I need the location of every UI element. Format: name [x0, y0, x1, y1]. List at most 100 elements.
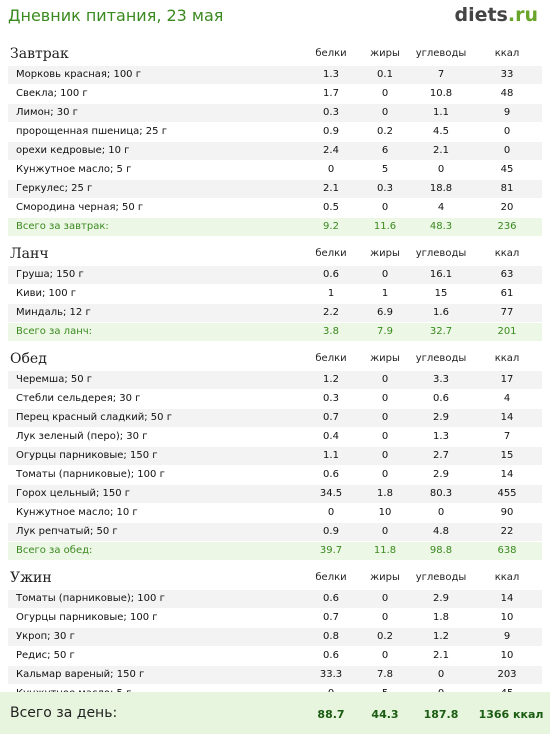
food-row: Кальмар вареный; 150 г 33.3 7.8 0 203 [8, 666, 542, 685]
food-row: Геркулес; 25 г 2.1 0.3 18.8 81 [8, 180, 542, 199]
food-kcal: 14 [500, 593, 514, 604]
food-name: Стебли сельдерея; 30 г [16, 393, 141, 404]
food-protein: 1.7 [323, 88, 339, 99]
food-kcal: 77 [500, 307, 514, 318]
food-name: Лук репчатый; 50 г [16, 526, 118, 537]
meal-total-label: Всего за обед: [16, 545, 93, 556]
food-row: Лимон; 30 г 0.3 0 1.1 9 [8, 104, 542, 123]
food-fat: 0.3 [377, 183, 393, 194]
food-carbs: 1.2 [433, 631, 449, 642]
food-row: Укроп; 30 г 0.8 0.2 1.2 9 [8, 628, 542, 647]
meal-header: Ланч белки жиры углеводы ккал [0, 240, 550, 266]
food-fat: 6 [381, 145, 389, 156]
meal-header: Ужин белки жиры углеводы ккал [0, 564, 550, 590]
food-kcal: 14 [500, 469, 514, 480]
food-kcal: 22 [500, 526, 514, 537]
food-carbs: 7 [437, 69, 445, 80]
food-protein: 33.3 [319, 669, 343, 680]
food-row: Черемша; 50 г 1.2 0 3.3 17 [8, 371, 542, 390]
food-name: Свекла; 100 г [16, 88, 88, 99]
food-protein: 0.7 [323, 412, 339, 423]
food-protein: 0.4 [323, 431, 339, 442]
food-fat: 0 [381, 202, 389, 213]
food-carbs: 1.8 [433, 612, 449, 623]
food-row: Кунжутное масло; 10 г 0 10 0 90 [8, 504, 542, 523]
food-carbs: 0 [437, 507, 445, 518]
food-carbs: 1.1 [433, 107, 449, 118]
food-carbs: 0 [437, 164, 445, 175]
food-fat: 5 [381, 164, 389, 175]
food-kcal: 61 [500, 288, 514, 299]
food-fat: 0 [381, 612, 389, 623]
food-kcal: 81 [500, 183, 514, 194]
column-header-protein: белки [315, 572, 347, 583]
food-protein: 0.6 [323, 650, 339, 661]
logo-dot: . [507, 4, 516, 26]
meal-total-fat: 11.6 [373, 221, 397, 232]
food-fat: 6.9 [377, 307, 393, 318]
column-header-kcal: ккал [494, 248, 520, 259]
logo-main: diets [454, 4, 508, 26]
food-kcal: 48 [500, 88, 514, 99]
food-fat: 1.8 [377, 488, 393, 499]
food-protein: 2.4 [323, 145, 339, 156]
food-fat: 0 [381, 88, 389, 99]
food-kcal: 0 [503, 145, 511, 156]
food-fat: 0 [381, 374, 389, 385]
food-protein: 0.6 [323, 269, 339, 280]
food-fat: 0 [381, 431, 389, 442]
food-protein: 1.1 [323, 450, 339, 461]
food-fat: 0.1 [377, 69, 393, 80]
meal-title: Завтрак [10, 46, 69, 62]
meal-total-carbs: 32.7 [429, 326, 453, 337]
food-name: Томаты (парниковые); 100 г [16, 469, 165, 480]
food-fat: 0 [381, 393, 389, 404]
food-kcal: 63 [500, 269, 514, 280]
food-fat: 0 [381, 469, 389, 480]
food-fat: 0 [381, 107, 389, 118]
food-name: Кунжутное масло; 5 г [16, 164, 132, 175]
food-row: Смородина черная; 50 г 0.5 0 4 20 [8, 199, 542, 218]
food-row: Томаты (парниковые); 100 г 0.6 0 2.9 14 [8, 466, 542, 485]
food-row: Киви; 100 г 1 1 15 61 [8, 285, 542, 304]
food-row: орехи кедровые; 10 г 2.4 6 2.1 0 [8, 142, 542, 161]
food-kcal: 455 [497, 488, 517, 499]
food-protein: 0.9 [323, 126, 339, 137]
page-title: Дневник питания, 23 мая [8, 6, 224, 25]
meal-items: Груша; 150 г 0.6 0 16.1 63 Киви; 100 г 1 1 15 61 М… [0, 266, 550, 323]
food-kcal: 45 [500, 164, 514, 175]
meal-title: Обед [10, 351, 47, 367]
food-carbs: 0 [437, 669, 445, 680]
food-name: Горох цельный; 150 г [16, 488, 131, 499]
site-logo[interactable]: diets.ru [454, 4, 538, 26]
meal-total-carbs: 98.8 [429, 545, 453, 556]
day-total-label: Всего за день: [10, 705, 118, 721]
food-fat: 10 [378, 507, 392, 518]
meal-total-fat: 7.9 [377, 326, 393, 337]
meal-title: Ужин [10, 570, 52, 586]
food-name: пророщенная пшеница; 25 г [16, 126, 167, 137]
meal-section: Ланч белки жиры углеводы ккал Груша; 150 г 0.6… [0, 240, 550, 345]
food-row: Кунжутное масло; 5 г 0 5 0 45 [8, 161, 542, 180]
column-header-carbs: углеводы [415, 48, 467, 59]
food-row: пророщенная пшеница; 25 г 0.9 0.2 4.5 0 [8, 123, 542, 142]
food-row: Редис; 50 г 0.6 0 2.1 10 [8, 647, 542, 666]
food-fat: 0.2 [377, 631, 393, 642]
food-carbs: 15 [434, 288, 448, 299]
food-row: Груша; 150 г 0.6 0 16.1 63 [8, 266, 542, 285]
food-protein: 1.3 [323, 69, 339, 80]
food-name: Лук зеленый (перо); 30 г [16, 431, 148, 442]
food-name: Миндаль; 12 г [16, 307, 91, 318]
meal-section: Обед белки жиры углеводы ккал Черемша; 50 г 1.… [0, 345, 550, 564]
column-header-kcal: ккал [494, 353, 520, 364]
food-kcal: 10 [500, 650, 514, 661]
meal-header: Завтрак белки жиры углеводы ккал [0, 40, 550, 66]
food-carbs: 2.1 [433, 145, 449, 156]
food-row: Миндаль; 12 г 2.2 6.9 1.6 77 [8, 304, 542, 323]
meals-container: Завтрак белки жиры углеводы ккал Морковь крас… [0, 40, 550, 726]
meal-items: Томаты (парниковые); 100 г 0.6 0 2.9 14 Огурц… [0, 590, 550, 704]
column-header-carbs: углеводы [415, 248, 467, 259]
food-name: Томаты (парниковые); 100 г [16, 593, 165, 604]
food-name: Огурцы парниковые; 150 г [16, 450, 158, 461]
food-name: Черемша; 50 г [16, 374, 93, 385]
